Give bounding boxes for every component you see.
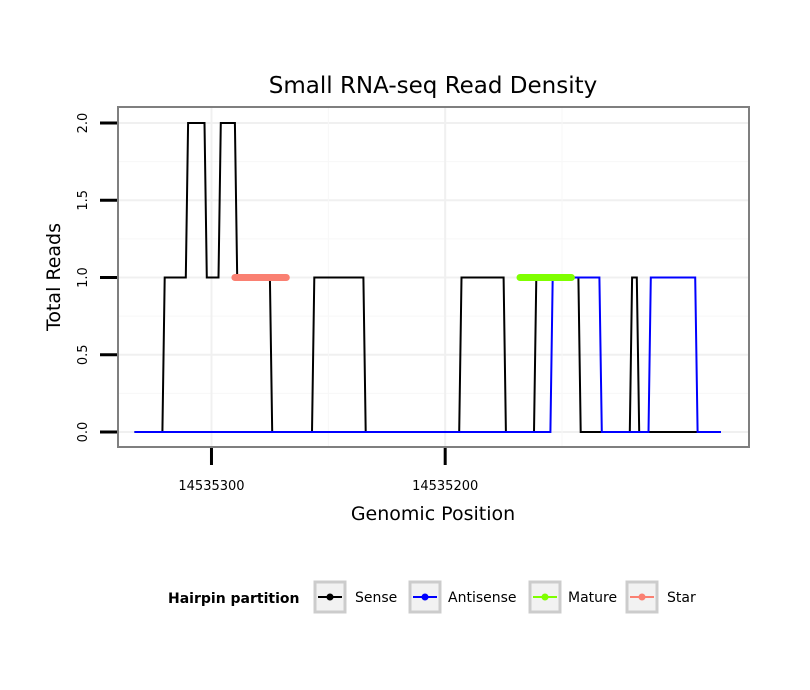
legend-key-point	[638, 593, 646, 601]
series-layer	[134, 122, 721, 433]
plot-panel	[117, 106, 750, 448]
y-tick-label: 0.0	[76, 422, 91, 443]
legend-key-point	[541, 593, 549, 601]
legend-title: Hairpin partition	[168, 591, 299, 607]
chart-title: Small RNA-seq Read Density	[269, 73, 598, 99]
legend-item-antisense: Antisense	[408, 580, 517, 614]
legend-label: Antisense	[448, 590, 517, 606]
legend-label: Sense	[355, 590, 397, 606]
series-line-antisense	[134, 276, 721, 433]
x-axis-title: Genomic Position	[351, 503, 515, 525]
y-tick-label: 1.0	[76, 267, 91, 288]
legend-item-star: Star	[625, 580, 696, 614]
legend-label: Mature	[568, 590, 617, 606]
y-axis-title: Total Reads	[43, 223, 65, 332]
y-axis: 0.0 0.5 1.0 1.5 2.0	[76, 113, 117, 443]
legend-item-sense: Sense	[313, 580, 397, 614]
legend-key-point	[326, 593, 334, 601]
legend-key-box	[408, 580, 442, 614]
legend: Hairpin partition Sense Antisense Mature St…	[168, 580, 696, 614]
legend-label: Star	[667, 590, 696, 606]
legend-item-mature: Mature	[528, 580, 617, 614]
x-tick-label: 14535300	[178, 479, 244, 494]
y-tick-label: 1.5	[76, 190, 91, 211]
x-axis: 14535300 14535200	[178, 448, 478, 494]
y-tick-label: 2.0	[76, 113, 91, 134]
legend-key-point	[421, 593, 429, 601]
x-tick-label: 14535200	[412, 479, 478, 494]
y-tick-label: 0.5	[76, 344, 91, 365]
panel-border	[117, 106, 750, 448]
